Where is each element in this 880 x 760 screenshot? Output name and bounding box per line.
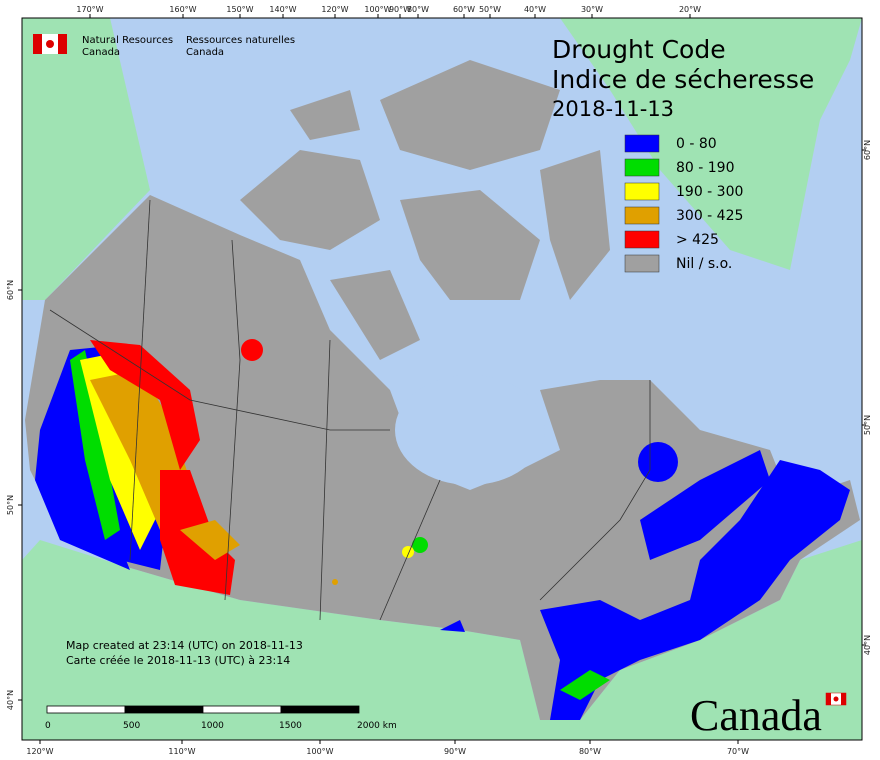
graticule-label: 60°W bbox=[453, 5, 475, 14]
graticule-label: 40°N bbox=[863, 635, 872, 655]
graticule-label: 160°W bbox=[169, 5, 196, 14]
drought-zone bbox=[241, 339, 263, 361]
drought-zone bbox=[90, 340, 200, 470]
header-text: Canada bbox=[82, 47, 120, 58]
usa bbox=[22, 540, 862, 740]
scale-label: 0 bbox=[45, 721, 51, 731]
legend: 0 - 80 80 - 190 190 - 300 300 - 425 > 425 Nil… bbox=[624, 134, 743, 273]
graticule-label: 90°W bbox=[389, 5, 411, 14]
flag-leaf bbox=[46, 40, 54, 48]
graticule-label: 30°W bbox=[581, 5, 603, 14]
graticule-label: 40°W bbox=[524, 5, 546, 14]
scale-segment bbox=[202, 705, 282, 714]
graticule-label: 120°W bbox=[26, 747, 53, 756]
graticule-label: 50°N bbox=[6, 495, 15, 515]
scale-segment bbox=[124, 705, 204, 714]
flag-bar bbox=[33, 34, 42, 54]
flag-bar bbox=[826, 693, 831, 705]
legend-label: Nil / s.o. bbox=[676, 256, 732, 272]
drought-zone bbox=[540, 460, 850, 720]
drought-zone bbox=[180, 520, 240, 560]
date: 2018-11-13 bbox=[552, 97, 674, 121]
graticule-label: 170°W bbox=[76, 5, 103, 14]
graticule-label: 20°W bbox=[679, 5, 701, 14]
flag-bar bbox=[58, 34, 67, 54]
note: Carte créée le 2018-11-13 (UTC) à 23:14 bbox=[66, 654, 290, 667]
hudson-bay bbox=[395, 375, 545, 485]
graticule-label: 140°W bbox=[269, 5, 296, 14]
drought-zone bbox=[640, 450, 770, 560]
title: Indice de sécheresse bbox=[552, 65, 814, 94]
graticule-label: 90°W bbox=[444, 747, 466, 756]
scale-label: 500 bbox=[123, 721, 140, 731]
legend-swatch bbox=[624, 158, 660, 177]
drought-zone bbox=[440, 620, 465, 632]
flag-leaf bbox=[833, 696, 839, 702]
alaska bbox=[22, 18, 150, 300]
drought-zones bbox=[35, 339, 850, 720]
drought-zone bbox=[638, 442, 678, 482]
header-text: Natural Resources bbox=[82, 35, 173, 46]
borders bbox=[49, 199, 651, 621]
graticule-label: 100°W bbox=[306, 747, 333, 756]
legend-swatch bbox=[624, 182, 660, 201]
map-frame bbox=[21, 17, 863, 741]
graticule-label: 80°W bbox=[579, 747, 601, 756]
scale-label: 2000 km bbox=[357, 721, 397, 731]
legend-swatch bbox=[624, 254, 660, 273]
drought-zone bbox=[412, 537, 428, 553]
greenland bbox=[560, 18, 862, 270]
legend-label: 80 - 190 bbox=[676, 160, 735, 176]
flag-bar bbox=[841, 693, 846, 705]
canada-mainland bbox=[25, 195, 860, 720]
graticule-label: 40°N bbox=[6, 690, 15, 710]
scale-segment bbox=[280, 705, 360, 714]
scale-label: 1000 bbox=[201, 721, 224, 731]
scale-segment bbox=[46, 705, 126, 714]
arctic-islands bbox=[240, 60, 610, 360]
header: Natural Resources Canada Ressources natu… bbox=[33, 34, 295, 58]
graticule-label: 50°W bbox=[479, 5, 501, 14]
legend-swatch bbox=[624, 206, 660, 225]
graticule-label: 110°W bbox=[168, 747, 195, 756]
graticule-label: 60°N bbox=[6, 280, 15, 300]
legend-label: 190 - 300 bbox=[676, 184, 743, 200]
drought-zone bbox=[332, 579, 338, 585]
wordmark-text: Canada bbox=[690, 691, 822, 740]
graticule-label: 50°N bbox=[863, 415, 872, 435]
header-text: Ressources naturelles bbox=[186, 35, 295, 46]
drought-zone bbox=[560, 670, 610, 700]
legend-label: 0 - 80 bbox=[676, 136, 717, 152]
graticule-label: 150°W bbox=[226, 5, 253, 14]
drought-zone bbox=[70, 350, 120, 540]
wordmark: Canada bbox=[690, 691, 847, 740]
title: Drought Code bbox=[552, 35, 726, 64]
legend-swatch bbox=[624, 134, 660, 153]
graticule-label: 60°N bbox=[863, 140, 872, 160]
header-text: Canada bbox=[186, 47, 224, 58]
graticule-label: 120°W bbox=[321, 5, 348, 14]
graticule-label: 70°W bbox=[727, 747, 749, 756]
legend-label: 300 - 425 bbox=[676, 208, 743, 224]
graticule-labels: 170°W 160°W 150°W 140°W 120°W 100°W90°W80°W 60… bbox=[6, 5, 872, 756]
scale-bar: 0 500 1000 1500 2000 km bbox=[45, 705, 397, 731]
legend-label: > 425 bbox=[676, 232, 719, 248]
graticule-label: 100°W bbox=[364, 5, 391, 14]
graticule-label: 80°W bbox=[407, 5, 429, 14]
drought-zone bbox=[402, 546, 414, 558]
legend-swatch bbox=[624, 230, 660, 249]
scale-label: 1500 bbox=[279, 721, 302, 731]
map-area bbox=[22, 18, 862, 740]
note: Map created at 23:14 (UTC) on 2018-11-13 bbox=[66, 639, 303, 652]
